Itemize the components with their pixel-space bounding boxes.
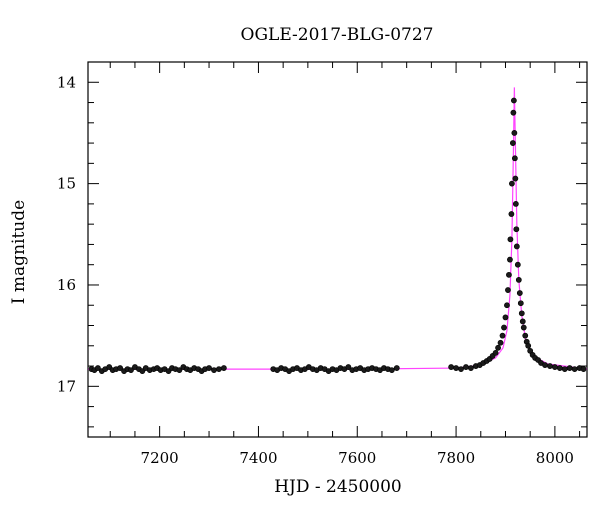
- data-point: [505, 287, 511, 293]
- x-tick-label: 7400: [239, 449, 277, 467]
- tick-labels: 7200 7400 7600 7800 8000 14 15 16 17: [57, 73, 574, 467]
- data-point: [516, 290, 523, 296]
- data-point: [510, 109, 517, 116]
- x-axis-label: HJD - 2450000: [274, 477, 402, 497]
- data-point: [511, 155, 518, 162]
- data-point: [509, 140, 516, 146]
- data-point: [216, 366, 222, 372]
- data-point: [511, 130, 518, 136]
- data-point: [128, 367, 134, 374]
- data-point: [393, 365, 400, 371]
- data-point: [566, 365, 573, 371]
- data-point: [94, 365, 101, 371]
- data-point: [211, 367, 217, 374]
- data-point: [514, 261, 521, 268]
- data-point: [501, 324, 507, 331]
- data-point: [502, 314, 509, 321]
- data-point: [547, 363, 553, 369]
- model-layer: [88, 87, 588, 370]
- data-point: [507, 256, 513, 263]
- data-point: [542, 362, 548, 368]
- y-tick-label: 15: [57, 175, 76, 193]
- data-point: [507, 236, 514, 243]
- y-tick-label: 17: [57, 377, 76, 395]
- data-point: [220, 365, 227, 371]
- chart-title: OGLE-2017-BLG-0727: [241, 25, 434, 45]
- data-point: [492, 349, 499, 356]
- data-point: [504, 302, 510, 309]
- plot-frame: [87, 61, 588, 438]
- data-point: [463, 364, 469, 370]
- data-point: [448, 364, 455, 370]
- data-point: [513, 243, 520, 250]
- data-point: [345, 364, 352, 370]
- data-point: [525, 342, 532, 349]
- data-point: [510, 97, 517, 104]
- model-curve: [88, 87, 588, 370]
- x-tick-label: 7200: [141, 449, 179, 467]
- data-point: [499, 332, 506, 339]
- data-points: [88, 97, 587, 375]
- data-point: [513, 226, 520, 233]
- y-tick-label: 16: [57, 276, 76, 294]
- data-point: [508, 180, 515, 187]
- x-tick-label: 8000: [536, 449, 574, 467]
- data-point: [580, 366, 587, 372]
- data-point: [206, 365, 212, 371]
- data-point: [561, 366, 568, 372]
- data-point: [551, 364, 558, 370]
- data-point: [497, 339, 504, 346]
- y-axis-label: I magnitude: [9, 200, 29, 304]
- data-point: [512, 175, 519, 182]
- data-point: [176, 367, 183, 374]
- data-point: [388, 367, 395, 374]
- data-point: [117, 365, 124, 371]
- axis-ticks: [88, 61, 587, 437]
- data-point: [518, 310, 525, 317]
- data-point: [515, 277, 522, 283]
- x-tick-label: 7800: [437, 449, 475, 467]
- x-tick-label: 7600: [338, 449, 376, 467]
- y-tick-label: 14: [57, 73, 76, 91]
- data-point: [453, 365, 459, 371]
- data-point: [495, 344, 501, 351]
- data-point: [519, 318, 526, 325]
- data-point: [522, 332, 529, 339]
- data-point: [571, 366, 578, 372]
- data-point: [467, 365, 474, 371]
- data-point: [508, 211, 515, 217]
- data-point: [512, 200, 519, 207]
- data-point: [520, 324, 527, 331]
- data-point: [458, 366, 464, 372]
- data-point: [556, 365, 563, 371]
- data-point: [517, 300, 524, 307]
- data-point: [506, 271, 512, 278]
